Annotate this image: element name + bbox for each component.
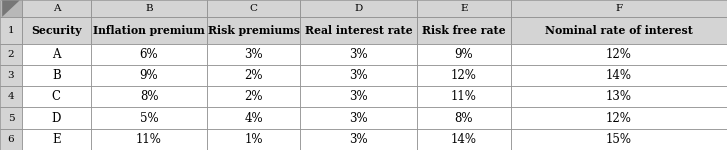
Bar xyxy=(91,86,207,107)
Text: 14%: 14% xyxy=(606,69,632,82)
Text: 8%: 8% xyxy=(140,90,158,103)
Polygon shape xyxy=(2,0,20,17)
Bar xyxy=(417,65,511,86)
Bar xyxy=(0,65,22,86)
Bar xyxy=(417,129,511,150)
Text: 5: 5 xyxy=(7,114,15,123)
Text: 13%: 13% xyxy=(606,90,632,103)
Bar xyxy=(417,86,511,107)
Text: 14%: 14% xyxy=(451,133,477,146)
Bar xyxy=(22,129,91,150)
Text: Real interest rate: Real interest rate xyxy=(305,25,412,36)
Bar xyxy=(511,44,727,65)
Text: 3%: 3% xyxy=(349,133,368,146)
Bar xyxy=(207,0,300,17)
Text: 9%: 9% xyxy=(140,69,158,82)
Bar xyxy=(22,44,91,65)
Bar xyxy=(22,65,91,86)
Bar xyxy=(91,44,207,65)
Text: 1: 1 xyxy=(7,26,15,35)
Bar xyxy=(207,65,300,86)
Text: 6%: 6% xyxy=(140,48,158,61)
Bar xyxy=(207,129,300,150)
Bar xyxy=(511,65,727,86)
Bar xyxy=(511,17,727,44)
Bar xyxy=(300,17,417,44)
Text: 8%: 8% xyxy=(454,112,473,124)
Text: Security: Security xyxy=(31,25,81,36)
Text: 2%: 2% xyxy=(244,69,263,82)
Bar xyxy=(300,129,417,150)
Bar xyxy=(22,107,91,129)
Text: 3%: 3% xyxy=(349,90,368,103)
Text: 11%: 11% xyxy=(451,90,477,103)
Bar xyxy=(417,107,511,129)
Bar xyxy=(91,129,207,150)
Text: 3: 3 xyxy=(7,71,15,80)
Bar xyxy=(417,0,511,17)
Text: 3%: 3% xyxy=(349,112,368,124)
Text: F: F xyxy=(616,4,622,13)
Bar xyxy=(417,44,511,65)
Bar xyxy=(0,44,22,65)
Text: Inflation premium: Inflation premium xyxy=(93,25,205,36)
Bar xyxy=(91,65,207,86)
Text: Nominal rate of interest: Nominal rate of interest xyxy=(545,25,693,36)
Text: Risk premiums: Risk premiums xyxy=(208,25,300,36)
Bar xyxy=(300,0,417,17)
Bar xyxy=(22,17,91,44)
Bar xyxy=(511,107,727,129)
Bar xyxy=(300,65,417,86)
Text: 5%: 5% xyxy=(140,112,158,124)
Text: 9%: 9% xyxy=(454,48,473,61)
Bar xyxy=(207,86,300,107)
Text: 12%: 12% xyxy=(451,69,477,82)
Bar xyxy=(300,44,417,65)
Text: 6: 6 xyxy=(7,135,15,144)
Text: Risk free rate: Risk free rate xyxy=(422,25,506,36)
Bar xyxy=(511,86,727,107)
Bar xyxy=(91,0,207,17)
Bar xyxy=(22,0,91,17)
Bar xyxy=(417,17,511,44)
Text: 1%: 1% xyxy=(244,133,263,146)
Bar xyxy=(0,0,22,17)
Bar xyxy=(91,17,207,44)
Bar xyxy=(207,107,300,129)
Text: 12%: 12% xyxy=(606,48,632,61)
Text: A: A xyxy=(52,48,60,61)
Text: 3%: 3% xyxy=(244,48,263,61)
Text: 12%: 12% xyxy=(606,112,632,124)
Text: 2: 2 xyxy=(7,50,15,59)
Bar xyxy=(0,107,22,129)
Bar xyxy=(0,17,22,44)
Text: A: A xyxy=(52,4,60,13)
Text: C: C xyxy=(249,4,258,13)
Bar xyxy=(207,17,300,44)
Text: B: B xyxy=(52,69,61,82)
Bar xyxy=(207,44,300,65)
Bar xyxy=(511,0,727,17)
Text: 11%: 11% xyxy=(136,133,162,146)
Bar xyxy=(300,107,417,129)
Text: 4%: 4% xyxy=(244,112,263,124)
Bar xyxy=(0,86,22,107)
Text: 4: 4 xyxy=(7,92,15,101)
Bar xyxy=(91,107,207,129)
Text: 2%: 2% xyxy=(244,90,263,103)
Text: 3%: 3% xyxy=(349,69,368,82)
Text: D: D xyxy=(354,4,363,13)
Text: D: D xyxy=(52,112,61,124)
Text: E: E xyxy=(52,133,60,146)
Text: B: B xyxy=(145,4,153,13)
Bar xyxy=(22,86,91,107)
Text: C: C xyxy=(52,90,61,103)
Bar xyxy=(0,129,22,150)
Text: 15%: 15% xyxy=(606,133,632,146)
Text: 3%: 3% xyxy=(349,48,368,61)
Bar xyxy=(511,129,727,150)
Text: E: E xyxy=(460,4,467,13)
Bar xyxy=(300,86,417,107)
